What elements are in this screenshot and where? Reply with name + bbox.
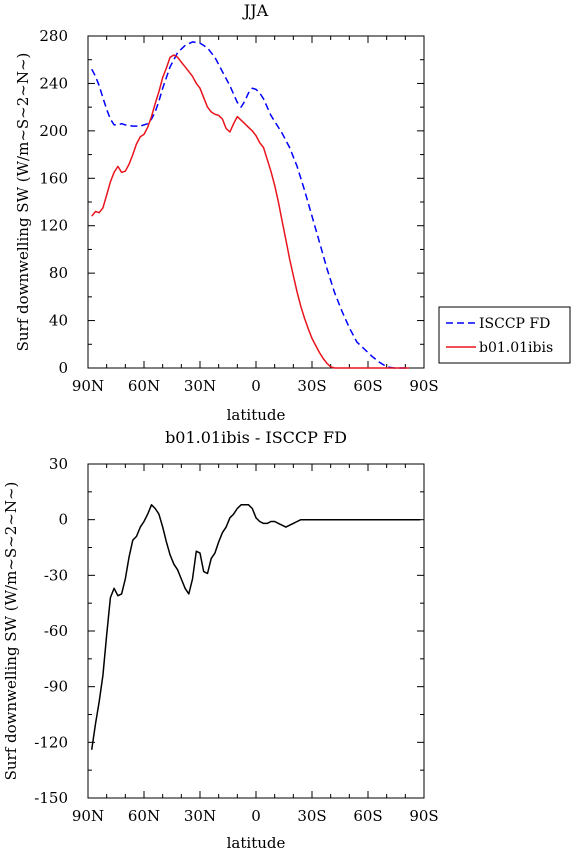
y-tick-label: 0 [58, 511, 68, 529]
x-tick-label: 90N [72, 377, 104, 395]
x-tick-label: 60N [128, 377, 160, 395]
series-line-b01-01ibis [91, 54, 410, 369]
series-line-difference [90, 504, 421, 750]
x-tick-label: 30S [297, 377, 326, 395]
y-tick-label: -120 [34, 733, 68, 751]
x-tick-label: 60S [353, 807, 382, 825]
chart-legend: ISCCP FD b01.01ibis [438, 306, 571, 364]
bottom-difference-chart: b01.01ibis - ISCCP FD latitude Surf downwe… [2, 428, 439, 851]
y-axis-label: Surf downwelling SW (W/m~S~2~N~) [2, 482, 20, 781]
y-tick-label: -150 [34, 789, 68, 807]
y-tick-label: 280 [39, 27, 68, 45]
y-tick-label: -30 [44, 566, 68, 584]
x-tick-label: 90S [409, 807, 438, 825]
x-tick-label: 90S [409, 377, 438, 395]
x-tick-label: 30S [297, 807, 326, 825]
x-axis-label: latitude [227, 834, 286, 851]
y-tick-label: 80 [49, 264, 68, 282]
y-axis-label: Surf downwelling SW (W/m~S~2~N~) [14, 53, 32, 352]
y-tick-label: 40 [49, 312, 68, 330]
x-tick-label: 60S [353, 377, 382, 395]
y-tick-label: -60 [44, 622, 68, 640]
y-tick-label: 30 [49, 455, 68, 473]
x-tick-label: 30N [184, 377, 216, 395]
x-tick-label: 90N [72, 807, 104, 825]
legend-box [438, 306, 571, 364]
y-tick-label: 120 [39, 217, 68, 235]
y-tick-label: 200 [39, 122, 68, 140]
legend-label-b0101ibis: b01.01ibis [479, 340, 553, 356]
y-tick-label: -90 [44, 678, 68, 696]
top-line-chart: JJA latitude Surf downwelling SW (W/m~S~2~… [14, 1, 439, 424]
y-tick-label: 0 [58, 359, 68, 377]
x-tick-label: 0 [251, 807, 261, 825]
x-tick-label: 0 [251, 377, 261, 395]
y-tick-label: 240 [39, 74, 68, 92]
x-tick-label: 30N [184, 807, 216, 825]
plot-frame [87, 35, 425, 369]
chart-title: b01.01ibis - ISCCP FD [165, 428, 347, 447]
plot-frame [87, 463, 425, 799]
y-tick-label: 160 [39, 169, 68, 187]
series-line-isccp-fd [91, 41, 410, 369]
chart-title: JJA [242, 1, 269, 20]
x-axis-label: latitude [227, 406, 286, 424]
legend-label-isccp: ISCCP FD [479, 316, 550, 332]
x-tick-label: 60N [128, 807, 160, 825]
